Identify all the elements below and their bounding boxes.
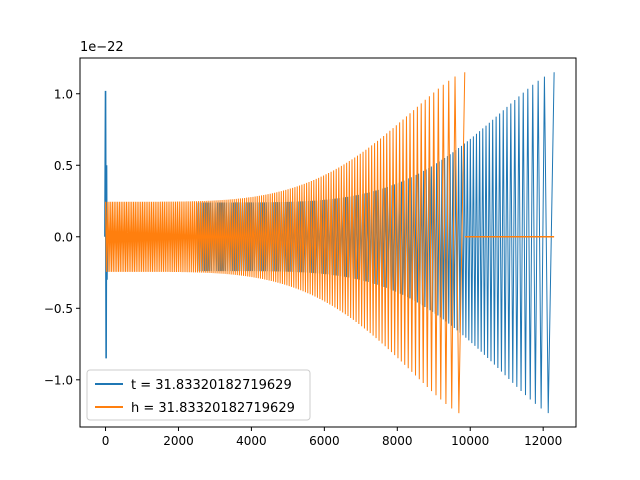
- x-tick-label: 8000: [382, 434, 413, 448]
- x-tick-label: 4000: [236, 434, 267, 448]
- legend-box: [86, 369, 311, 421]
- y-tick-label: −1.0: [44, 373, 73, 387]
- y-tick-label: 1.0: [54, 87, 73, 101]
- legend-label-h: h = 31.83320182719629: [131, 401, 295, 416]
- series-layer: [104, 72, 555, 414]
- x-tick-label: 12000: [524, 434, 562, 448]
- x-axis: 0 2000 4000 6000 8000 10000 12000: [102, 427, 562, 448]
- series-chirp-line: [105, 72, 466, 414]
- y-axis: −1.0 −0.5 0.0 0.5 1.0: [44, 87, 80, 387]
- legend-label-t: t = 31.83320182719629: [131, 378, 292, 393]
- x-tick-label: 6000: [309, 434, 340, 448]
- y-offset-label: 1e−22: [80, 40, 124, 55]
- x-tick-label: 0: [102, 434, 110, 448]
- axes-frame: [79, 57, 577, 428]
- x-tick-label: 2000: [163, 434, 194, 448]
- y-tick-label: 0.0: [54, 230, 73, 244]
- y-tick-label: −0.5: [44, 302, 73, 316]
- x-tick-label: 10000: [451, 434, 489, 448]
- y-tick-label: 0.5: [54, 159, 73, 173]
- legend: t = 31.83320182719629 h = 31.83320182719…: [86, 369, 311, 421]
- series-h: [105, 72, 555, 414]
